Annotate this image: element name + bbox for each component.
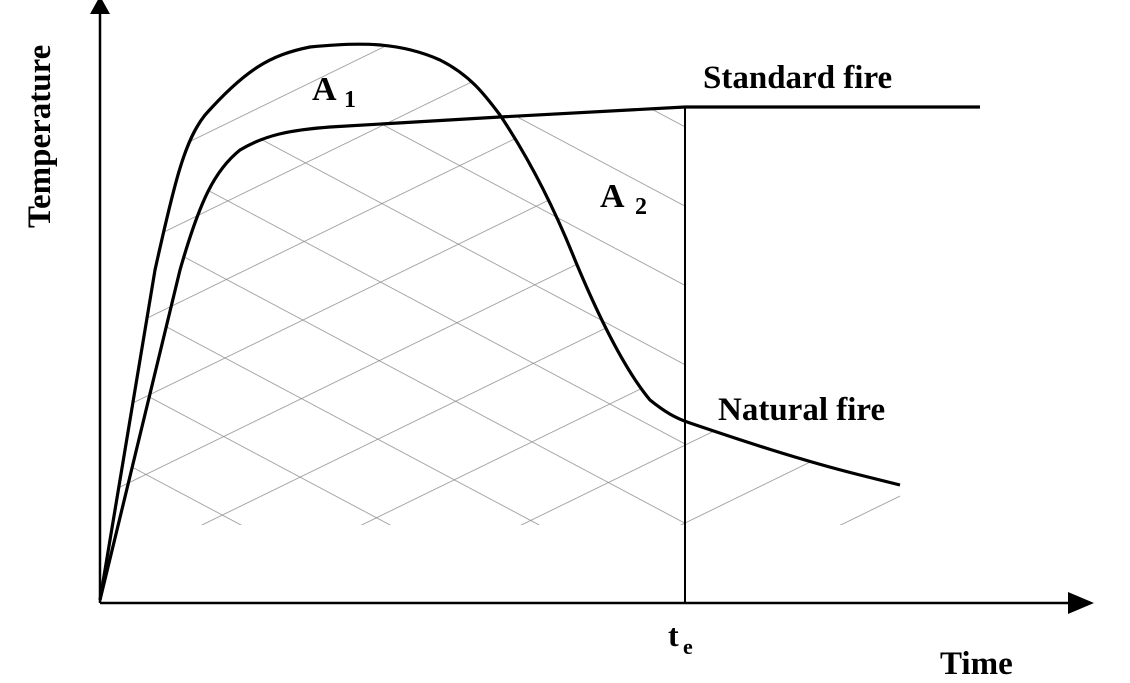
area-a1-letter: A [312, 71, 337, 108]
area-a1-subscript: 1 [344, 87, 356, 113]
standard-fire-label: Standard fire [703, 60, 892, 96]
natural-fire-label: Natural fire [718, 392, 885, 428]
te-label-subscript: e [683, 634, 693, 659]
te-label-letter: t [668, 617, 679, 653]
natural-fire-curve [98, 42, 901, 601]
x-axis-arrow [1068, 592, 1094, 614]
standard-fire-curve [98, 105, 980, 601]
x-axis-label: Time [940, 646, 1013, 682]
area-a2-letter: A [600, 178, 625, 215]
y-axis-arrow [90, 0, 110, 14]
standard-fire-hatch [100, 107, 685, 600]
area-a2-subscript: 2 [635, 194, 647, 220]
y-axis-label: Temperature [22, 45, 58, 228]
